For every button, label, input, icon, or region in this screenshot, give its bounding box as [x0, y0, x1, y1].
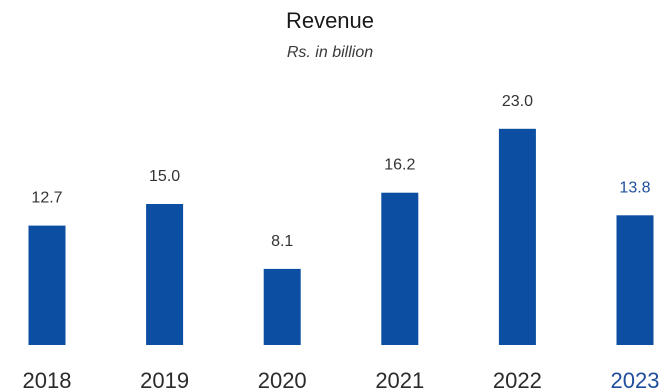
- value-label-2023: 13.8: [619, 179, 650, 196]
- x-tick-label-2022: 2022: [493, 368, 542, 392]
- bar-2022: [498, 128, 536, 345]
- x-tick-label-2021: 2021: [375, 368, 424, 392]
- x-tick-label-2020: 2020: [258, 368, 307, 392]
- chart-subtitle: Rs. in billion: [286, 44, 374, 61]
- bar-2020: [263, 268, 301, 345]
- value-label-2018: 12.7: [31, 190, 62, 207]
- value-label-2022: 23.0: [502, 93, 533, 110]
- x-tick-label-2019: 2019: [140, 368, 189, 392]
- bar-2018: [28, 225, 66, 345]
- chart-title: Revenue: [285, 8, 375, 33]
- x-tick-label-2018: 2018: [23, 368, 72, 392]
- value-label-2019: 15.0: [149, 168, 180, 185]
- bar-2019: [146, 204, 184, 345]
- x-tick-label-2023: 2023: [611, 368, 660, 392]
- value-label-2020: 8.1: [271, 233, 293, 250]
- bar-2023: [616, 215, 654, 345]
- value-label-2021: 16.2: [384, 157, 415, 174]
- bar-2021: [381, 192, 419, 345]
